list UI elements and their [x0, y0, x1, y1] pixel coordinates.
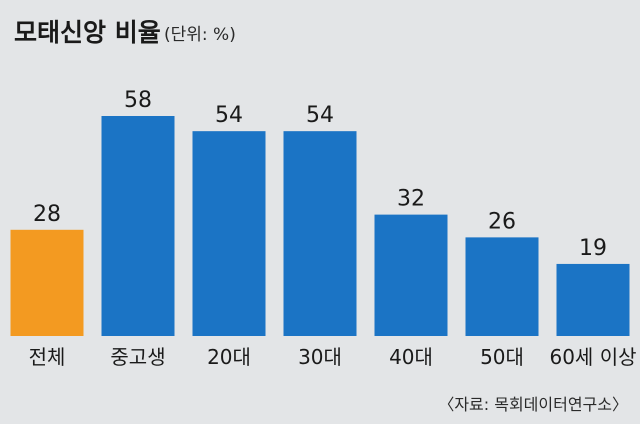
value-label: 32 — [397, 187, 425, 212]
value-label: 19 — [579, 236, 607, 261]
chart-title: 모태신앙 비율 — [14, 18, 161, 47]
bar — [556, 263, 630, 336]
value-label: 54 — [215, 103, 243, 128]
category-label: 전체 — [29, 345, 66, 369]
value-label: 26 — [488, 209, 516, 234]
category-label: 60세 이상 — [549, 345, 636, 369]
bar — [374, 214, 448, 336]
value-label: 54 — [306, 103, 334, 128]
value-label: 28 — [33, 202, 61, 227]
bar — [283, 131, 357, 336]
bars-group: 28 전체 58 중고생 54 20대 54 30대 32 40대 26 50대 19 60세 이상 — [10, 88, 637, 369]
category-label: 30대 — [298, 345, 342, 369]
bar — [465, 237, 539, 336]
bar — [101, 116, 175, 336]
bar — [192, 131, 266, 336]
bar — [10, 229, 84, 336]
category-label: 40대 — [389, 345, 433, 369]
category-label: 20대 — [207, 345, 251, 369]
category-label: 중고생 — [110, 345, 165, 369]
category-label: 50대 — [480, 345, 524, 369]
unit-note: (단위: %) — [164, 25, 236, 45]
source-note: 〈자료: 목회데이터연구소〉 — [438, 395, 628, 414]
value-label: 58 — [124, 88, 152, 113]
